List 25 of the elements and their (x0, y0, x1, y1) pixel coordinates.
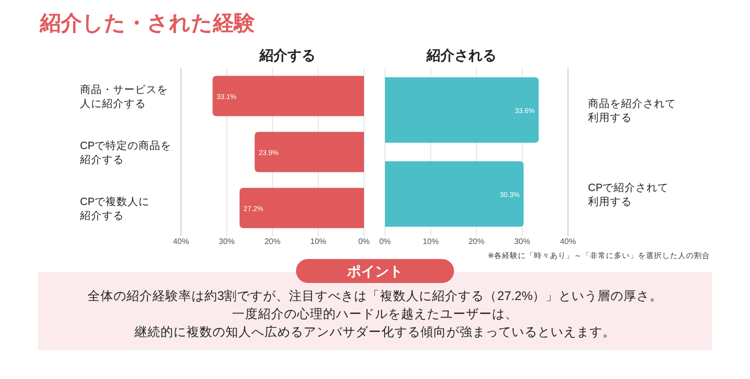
text: 一度紹介の心理的ハードルを越えたユーザーは、 (232, 306, 518, 321)
x-tick-label: 30% (514, 237, 530, 246)
x-tick-label: 10% (422, 237, 439, 246)
bar (240, 188, 364, 228)
x-tick-label: 40% (172, 237, 190, 246)
text: 継続的に複数の知人へ広めるアンバサダー化する傾向が強まっているといえます。 (134, 324, 616, 339)
bar (254, 132, 364, 172)
y-tick-label: CPで紹介されて利用する (588, 182, 669, 208)
y-tick-label: 商品・サービスを人に紹介する (80, 83, 168, 110)
x-tick-label: 20% (264, 237, 281, 246)
x-tick-label: 30% (218, 237, 235, 246)
chart-title: 紹介される (426, 47, 496, 63)
x-tick-label: 20% (468, 237, 485, 246)
chart-subtitle: 紹介する (258, 47, 316, 63)
x-tick-label: 0% (358, 237, 370, 246)
x-tick-label: 0% (379, 237, 391, 246)
text: ポイント (346, 263, 403, 279)
chart-title: 紹介した・された経験 (39, 12, 256, 35)
y-tick-label: 商品を紹介されて利用する (588, 97, 676, 124)
x-tick-label: 40% (560, 237, 576, 246)
x-tick-label: 10% (310, 237, 326, 246)
y-tick-label: CPで複数人に紹介する (79, 195, 150, 222)
bar (212, 76, 364, 116)
y-tick-label: CPで特定の商品を紹介する (79, 139, 172, 166)
text: 全体の紹介経験率は約3割ですが、注目すべきは「複数人に紹介する（27.2%）」という層の厚さ。 (87, 288, 663, 303)
